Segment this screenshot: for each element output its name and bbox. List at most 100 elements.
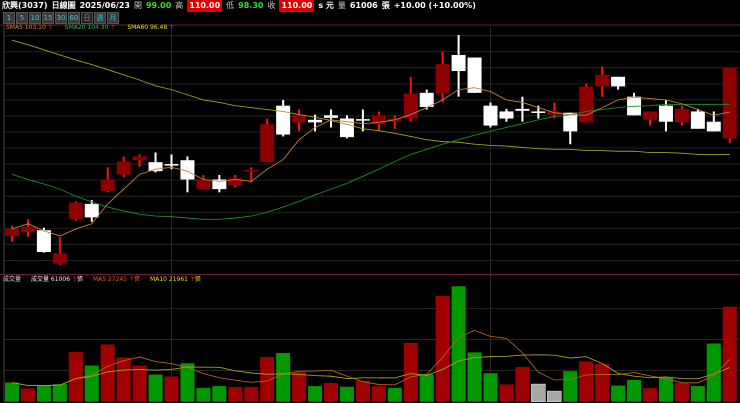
volume-bar [531,383,546,402]
candle-body [499,111,514,119]
volume-bar [100,344,115,402]
volume-bar [706,343,721,402]
candle-body [116,161,131,175]
period-button-1[interactable]: 5 [16,12,28,24]
candle-body [658,105,673,122]
sma5-legend: SMA5 103.10 ↑ [6,24,53,31]
volume-bar [355,380,370,402]
candle-body [276,105,291,135]
candle-body [611,76,626,87]
candle-body [148,162,163,172]
volume-bar [403,342,418,402]
low-value: 98.30 [238,1,264,10]
period-button-3[interactable]: 15 [42,12,54,24]
candle-body [515,108,530,111]
candle-body [355,119,370,121]
volume-bar [339,386,354,402]
volume-bar [68,352,83,402]
candle-body [435,63,450,94]
price-legend: SMA5 103.10 ↑ SMA20 104.30 ↑ SMA60 96.48… [6,24,174,32]
volume-bar [20,388,35,402]
volume-bar [595,364,610,402]
candle-body [5,228,19,236]
vma10-legend: MA10 21961 ↑張 [150,276,201,283]
volume-bar [228,387,243,402]
volume-unit: 張 [381,1,390,10]
candle-body [132,156,147,161]
candle-body [531,111,546,113]
volume-bar [499,384,514,402]
candle-body [451,54,466,72]
volume-bar [244,387,259,402]
low-label: 低 [226,1,235,10]
volume-bar [180,363,195,402]
volume-bar [419,374,434,402]
volume-bar [308,386,323,402]
candle-body [36,230,51,253]
volume-bar [579,361,594,402]
volume-bar [164,376,179,402]
candle-body [690,111,705,129]
volume-bar [132,365,147,402]
candle-body [483,105,498,126]
quote-date: 2025/06/23 [79,1,130,10]
period-button-6[interactable]: 日 [81,12,93,24]
quote-header: 欣興(3037) 日線圖 2025/06/23 開 99.00 高 110.00 低… [2,0,476,12]
volume-bar [292,371,307,402]
period-button-4[interactable]: 30 [55,12,67,24]
candle-body [595,74,610,87]
volume-bar [435,295,450,402]
candle-body [68,202,83,220]
stock-name: 欣興(3037) [2,1,48,10]
close-label: 收 [267,1,276,10]
price-unit: s 元 [318,1,334,10]
open-label: 開 [133,1,142,10]
period-button-8[interactable]: 月 [107,12,119,24]
candle-body [292,114,307,123]
candle-body [196,179,211,190]
candle-body [20,226,35,233]
price-change: +10.00 (+10.00%) [393,1,476,10]
candle-body [467,57,482,93]
candle-body [419,92,434,107]
chart-type: 日線圖 [51,1,76,10]
volume-bar [212,386,227,402]
sma20-legend: SMA20 104.30 ↑ [64,24,116,31]
candle-body [52,253,67,264]
period-toolbar: 1 5 10 15 30 60 日週月 [3,12,119,24]
volume-bar [690,386,705,402]
candle-body [212,179,227,190]
candle-body [164,164,179,166]
volume-bar [116,357,131,402]
volume-legend: 成交量 成交量 61006 ↑張 MA5 27245 ↑張 MA10 21961… [3,276,201,284]
sma60-line [11,39,730,156]
volume-bar [324,382,338,402]
candle-body [643,111,657,120]
open-value: 99.00 [145,1,172,10]
candle-body [403,93,418,119]
volume-bar [546,390,562,403]
candle-body [563,112,578,132]
period-button-7[interactable]: 週 [94,12,106,24]
volume-value: 61006 [349,1,378,10]
volume-bar [451,286,466,402]
volume-title: 成交量 [3,276,22,283]
candle-body [579,86,594,123]
period-button-5[interactable]: 60 [68,12,80,24]
volume-bar [36,385,51,402]
candle-body [84,203,99,218]
candle-body [180,160,195,180]
volume-bar [483,373,498,402]
period-button-2[interactable]: 10 [29,12,41,24]
sma20-line [11,103,730,220]
vma5-legend: MA5 27245 ↑張 [92,276,141,283]
candle-body [308,119,323,123]
volume-legend-value: 成交量 61006 ↑張 [31,276,83,283]
volume-bar [467,352,482,402]
volume-bar [563,371,578,402]
volume-bar [260,357,275,402]
period-button-0[interactable]: 1 [3,12,15,24]
volume-ma10-line [11,354,730,386]
candle-body [260,124,275,163]
